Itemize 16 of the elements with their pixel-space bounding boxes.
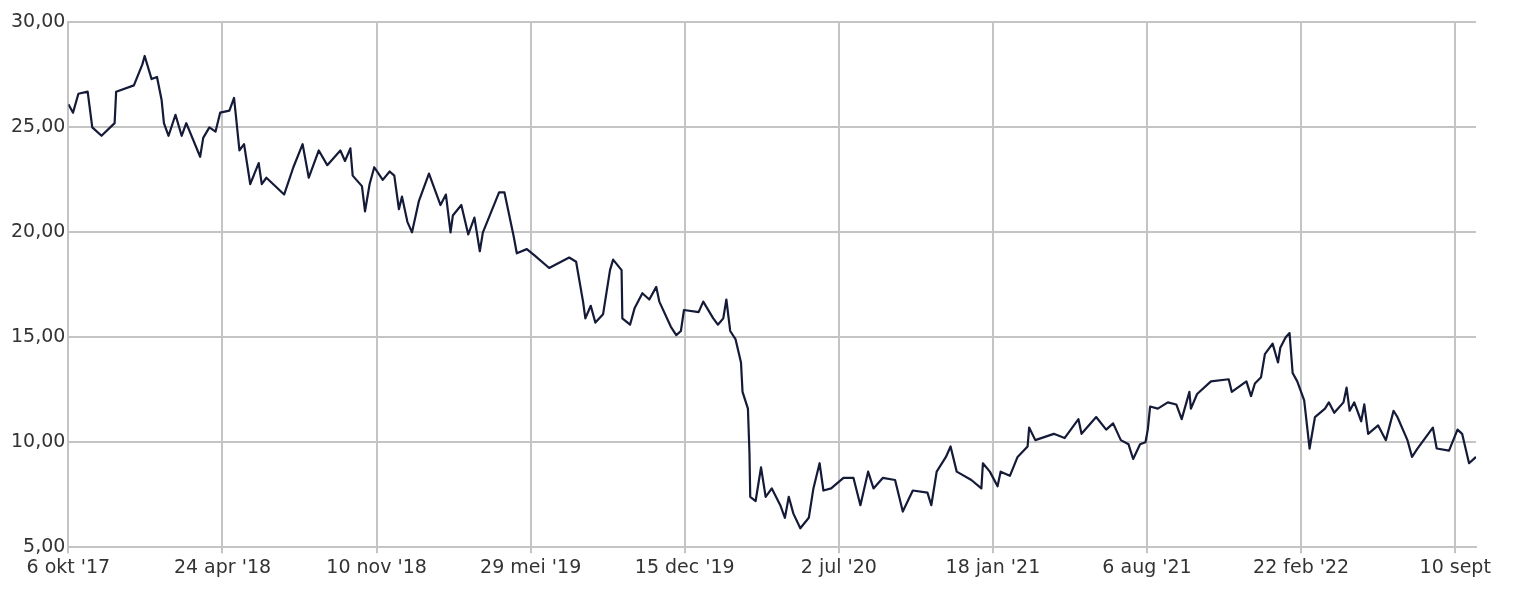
y-tick-label: 5,00 (23, 534, 66, 557)
x-tick-label: 29 mei '19 (480, 554, 582, 577)
y-tick-label: 25,00 (10, 114, 66, 137)
x-tick-label: 18 jan '21 (945, 554, 1041, 577)
x-tick-label: 10 sept (1419, 554, 1491, 577)
x-tick-label: 24 apr '18 (173, 554, 272, 577)
y-tick-label: 30,00 (10, 9, 66, 32)
x-tick-label: 6 aug '21 (1102, 554, 1192, 577)
x-tick-label: 10 nov '18 (326, 554, 427, 577)
x-tick-label: 2 jul '20 (800, 554, 877, 577)
x-tick-label: 22 feb '22 (1253, 554, 1350, 577)
y-tick-label: 15,00 (10, 324, 66, 347)
x-tick-label: 6 okt '17 (26, 554, 111, 577)
y-tick-label: 20,00 (10, 219, 66, 242)
y-tick-label: 10,00 (10, 429, 66, 452)
x-tick-label: 15 dec '19 (634, 554, 735, 577)
